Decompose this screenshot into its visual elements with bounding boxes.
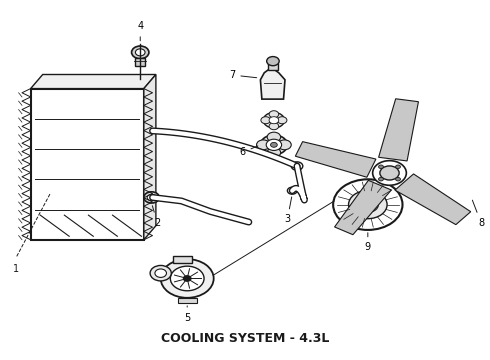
Circle shape [171, 266, 204, 291]
Circle shape [161, 259, 214, 298]
Circle shape [288, 187, 297, 194]
Circle shape [266, 139, 282, 150]
Circle shape [277, 117, 287, 124]
Circle shape [144, 192, 159, 203]
Circle shape [278, 140, 291, 150]
Circle shape [150, 265, 172, 281]
Circle shape [267, 148, 281, 157]
Text: 6: 6 [240, 146, 258, 157]
Circle shape [147, 194, 156, 201]
Circle shape [135, 49, 145, 56]
Circle shape [269, 123, 279, 130]
Polygon shape [173, 256, 192, 263]
Circle shape [395, 177, 400, 181]
Text: 3: 3 [284, 197, 292, 224]
Bar [268, 63, 278, 70]
Polygon shape [144, 75, 156, 240]
Circle shape [363, 201, 372, 208]
Text: 8: 8 [472, 200, 484, 228]
Circle shape [270, 142, 277, 147]
Text: 5: 5 [184, 306, 190, 323]
Polygon shape [31, 89, 144, 240]
Circle shape [267, 132, 281, 142]
Text: 4: 4 [137, 21, 143, 41]
Circle shape [333, 179, 402, 230]
Circle shape [267, 57, 279, 66]
Text: COOLING SYSTEM - 4.3L: COOLING SYSTEM - 4.3L [161, 332, 329, 345]
Circle shape [269, 111, 279, 118]
Circle shape [395, 165, 400, 168]
Circle shape [257, 140, 270, 150]
Polygon shape [379, 99, 418, 161]
Circle shape [372, 161, 406, 185]
Text: 7: 7 [229, 70, 257, 80]
Circle shape [357, 197, 378, 212]
Polygon shape [295, 141, 376, 177]
Polygon shape [395, 174, 471, 225]
Circle shape [132, 46, 149, 59]
Circle shape [260, 135, 288, 155]
Circle shape [379, 177, 383, 181]
Text: 2: 2 [152, 206, 160, 228]
Circle shape [263, 112, 285, 128]
Circle shape [155, 269, 167, 278]
Circle shape [261, 117, 270, 124]
Circle shape [348, 190, 387, 219]
Polygon shape [31, 75, 156, 89]
Circle shape [379, 165, 383, 168]
Circle shape [183, 276, 191, 281]
Circle shape [269, 117, 279, 124]
Text: 1: 1 [13, 264, 19, 274]
Polygon shape [260, 69, 285, 99]
Bar [135, 58, 145, 66]
Polygon shape [177, 298, 197, 303]
Circle shape [380, 166, 399, 180]
Text: 9: 9 [365, 233, 371, 252]
Circle shape [291, 162, 303, 170]
Polygon shape [335, 180, 392, 235]
